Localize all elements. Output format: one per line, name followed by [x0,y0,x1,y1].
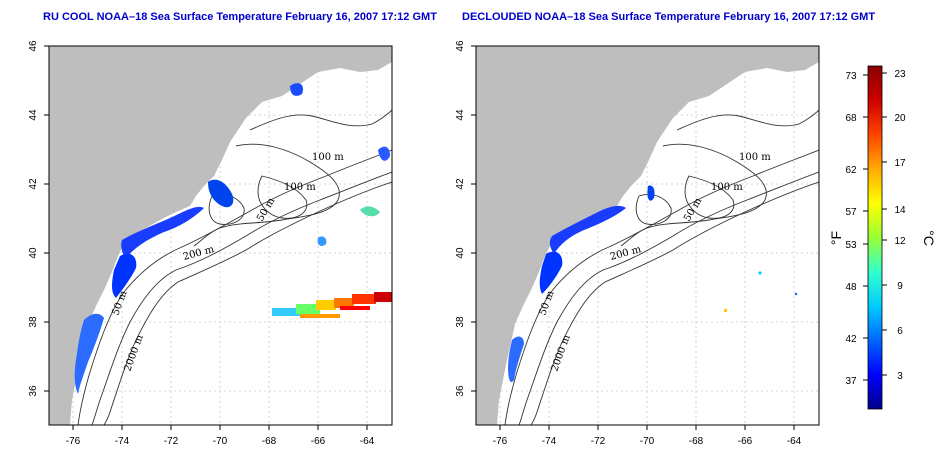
lat-tick-label: 46 [455,40,466,52]
fahrenheit-tick-label: 53 [845,240,857,251]
right-panel-title: DECLOUDED NOAA–18 Sea Surface Temperatur… [462,11,876,23]
contour-label-100m-a: 100 m [312,152,344,163]
colorbar-celsius-ticks [882,72,887,376]
fahrenheit-tick-label: 37 [845,376,857,387]
left-x-tick-labels: -76 -74 -72 -70 -68 -66 -64 [66,436,375,447]
lon-tick-label: -70 [213,436,228,447]
contour-label-2000m: 2000 m [549,333,573,373]
left-bathymetry-contours [77,109,392,425]
colorbar-fahrenheit-labels: 73 68 62 57 53 48 42 37 [845,71,857,387]
celsius-unit-label: °C [921,230,937,246]
lat-tick-label: 44 [455,109,466,121]
lat-tick-label: 42 [455,178,466,190]
colorbar-fahrenheit-ticks [863,74,868,381]
lon-tick-label: -72 [591,436,606,447]
right-map-panel: 100 m 100 m 50 m 200 m 50 m 2000 m -76 -… [455,40,820,447]
right-bathymetry-contours [504,109,819,425]
lon-tick-label: -66 [738,436,753,447]
colorbar-gradient [867,65,883,410]
celsius-tick-label: 23 [894,69,906,80]
contour-label-100m-b: 100 m [711,182,743,193]
celsius-tick-label: 20 [894,113,906,124]
left-x-ticks [72,425,368,430]
contour-label-50m-a: 50 m [682,196,704,224]
right-land [476,46,819,425]
lon-tick-label: -74 [542,436,557,447]
left-sst-pixels [74,83,392,394]
lat-tick-label: 40 [28,247,39,259]
fahrenheit-tick-label: 62 [845,165,857,176]
celsius-tick-label: 9 [897,281,903,292]
lon-tick-label: -68 [689,436,704,447]
fahrenheit-tick-label: 73 [845,71,857,82]
lon-tick-label: -64 [787,436,802,447]
right-x-ticks [499,425,795,430]
left-map-panel: 100 m 100 m 50 m 200 m 50 m 2000 m -76 -… [28,40,393,447]
celsius-tick-label: 14 [894,205,906,216]
lon-tick-label: -76 [493,436,508,447]
lon-tick-label: -64 [360,436,375,447]
lon-tick-label: -74 [115,436,130,447]
fahrenheit-unit-label: °F [828,231,844,245]
left-y-tick-labels: 46 44 42 40 38 36 [28,40,39,397]
right-island [677,52,757,86]
right-sst-pixels [508,185,798,383]
lat-tick-label: 40 [455,247,466,259]
left-land [49,46,392,425]
right-y-ticks [471,45,476,392]
fahrenheit-tick-label: 48 [845,282,857,293]
celsius-tick-label: 12 [894,236,906,247]
contour-label-200m: 200 m [182,244,216,263]
celsius-tick-label: 3 [897,371,903,382]
lat-tick-label: 38 [28,316,39,328]
colorbar-celsius-labels: 23 20 17 14 12 9 6 3 [894,69,906,382]
colorbar: 73 68 62 57 53 48 42 37 23 20 17 14 12 9… [828,65,937,410]
lon-tick-label: -76 [66,436,81,447]
left-panel-title: RU COOL NOAA–18 Sea Surface Temperature … [43,11,437,23]
right-y-tick-labels: 46 44 42 40 38 36 [455,40,466,397]
contour-label-100m-b: 100 m [284,182,316,193]
contour-label-2000m: 2000 m [122,333,146,373]
lon-tick-label: -68 [262,436,277,447]
left-island [250,52,330,86]
lat-tick-label: 36 [28,385,39,397]
lat-tick-label: 46 [28,40,39,52]
lat-tick-label: 42 [28,178,39,190]
fahrenheit-tick-label: 57 [845,207,857,218]
contour-label-200m: 200 m [609,244,643,263]
celsius-tick-label: 17 [894,158,906,169]
contour-label-100m-a: 100 m [739,152,771,163]
fahrenheit-tick-label: 42 [845,334,857,345]
lat-tick-label: 36 [455,385,466,397]
left-y-ticks [44,45,49,392]
lon-tick-label: -66 [311,436,326,447]
lon-tick-label: -70 [640,436,655,447]
lon-tick-label: -72 [164,436,179,447]
contour-label-50m-a: 50 m [255,196,277,224]
lat-tick-label: 44 [28,109,39,121]
contour-label-50m-b: 50 m [537,289,556,317]
lat-tick-label: 38 [455,316,466,328]
right-x-tick-labels: -76 -74 -72 -70 -68 -66 -64 [493,436,802,447]
fahrenheit-tick-label: 68 [845,113,857,124]
celsius-tick-label: 6 [897,326,903,337]
